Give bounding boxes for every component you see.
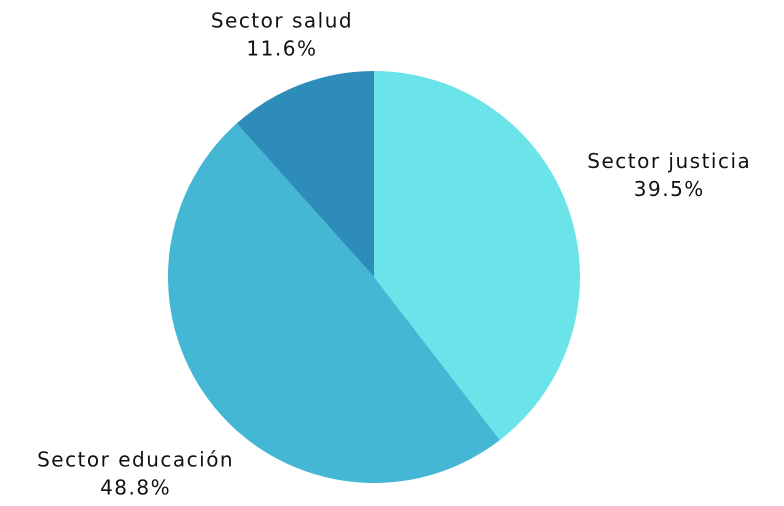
slice-value: 11.6% xyxy=(246,36,317,60)
slice-label: Sector educación xyxy=(37,448,234,472)
slice-value: 39.5% xyxy=(634,177,705,201)
slice-label: Sector salud xyxy=(211,8,353,32)
slice-value: 48.8% xyxy=(100,476,171,500)
pie-slice xyxy=(374,71,581,441)
pie-slice xyxy=(236,71,374,277)
pie-slice xyxy=(167,123,500,484)
slice-label: Sector justicia xyxy=(587,149,751,173)
